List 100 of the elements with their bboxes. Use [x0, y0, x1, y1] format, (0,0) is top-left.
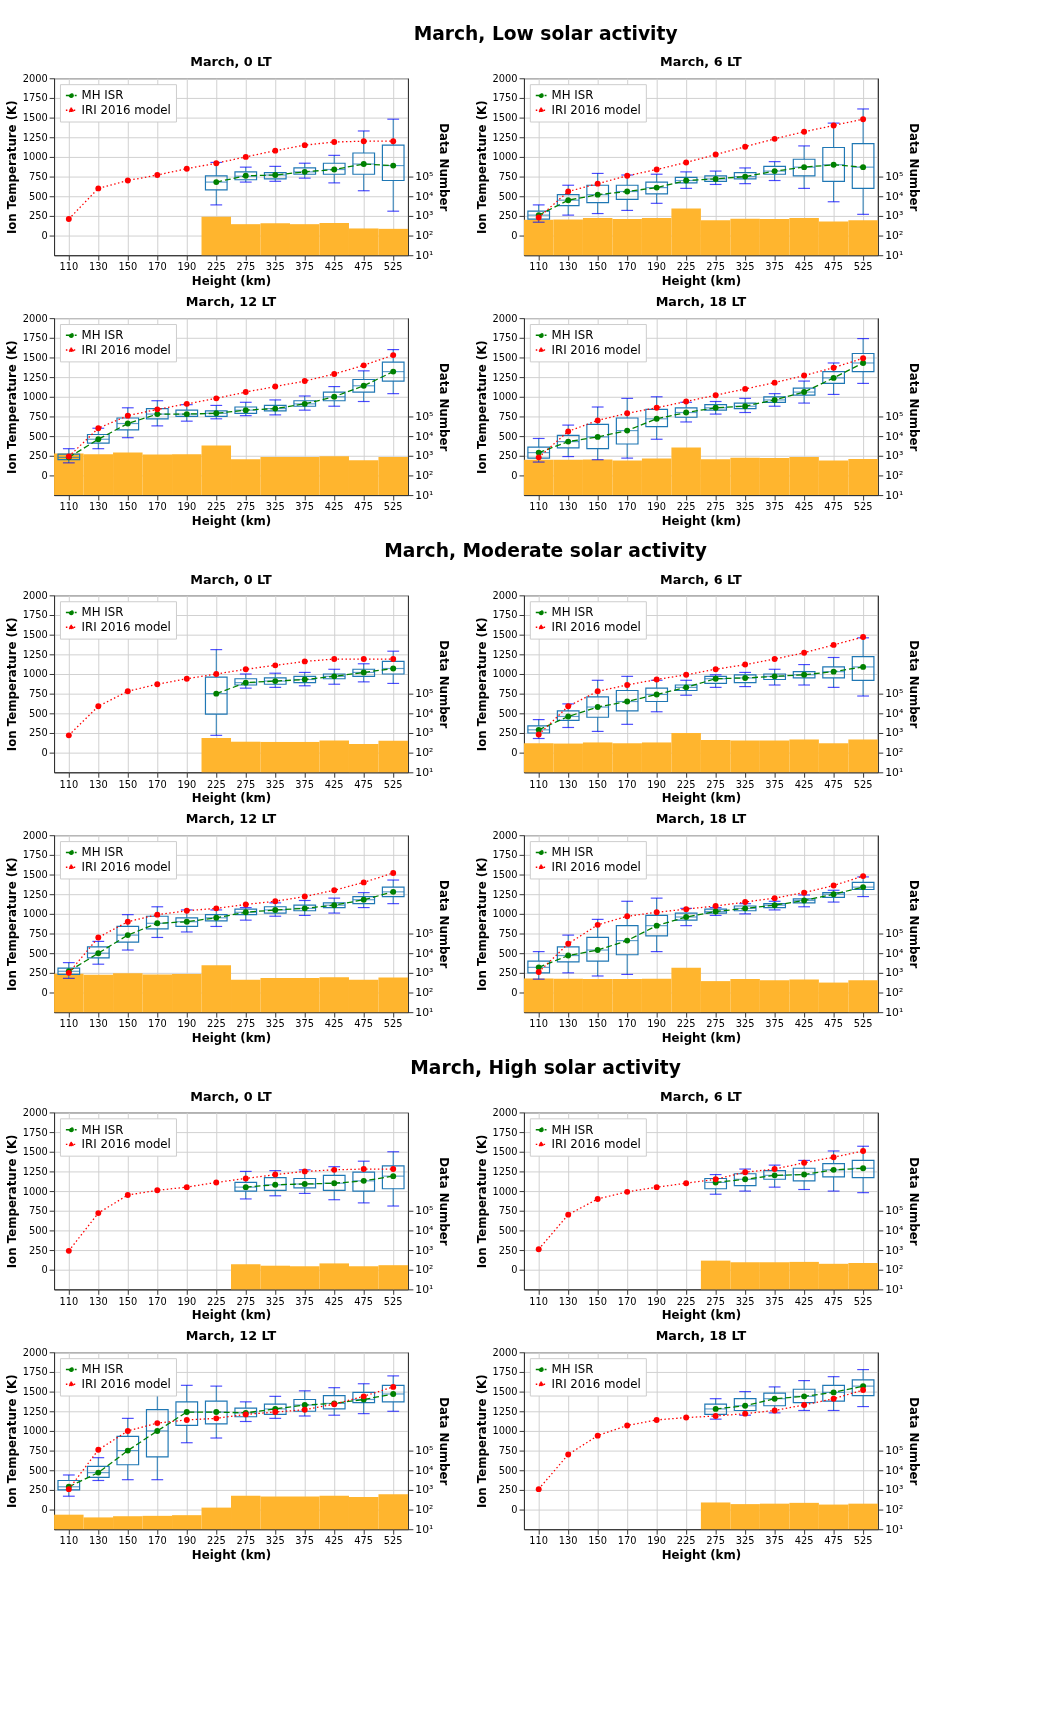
y-tick-label: 1750 [22, 1366, 48, 1378]
chart-title: March, 6 LT [660, 571, 742, 587]
x-tick-label: 425 [794, 778, 814, 790]
y2-tick-label: 10³ [415, 209, 434, 223]
y-tick-label: 2000 [492, 829, 518, 841]
y2-axis-title: Data Number [907, 1397, 922, 1486]
y2-tick-label: 10² [885, 985, 904, 999]
y-axis-title: Ion Temperature (K) [474, 857, 489, 992]
y2-tick-label: 10³ [885, 966, 904, 980]
x-tick-label: 110 [529, 1535, 549, 1547]
y-tick-label: 1000 [22, 908, 48, 920]
x-tick-label: 475 [354, 1018, 374, 1030]
y2-tick-label: 10² [415, 746, 434, 760]
x-tick-label: 425 [794, 501, 814, 513]
legend-label: MH ISR [81, 605, 124, 620]
chart-title: March, 0 LT [190, 571, 273, 587]
y2-tick-label: 10⁴ [415, 1223, 434, 1237]
x-tick-label: 425 [324, 778, 344, 790]
x-tick-label: 475 [354, 1535, 374, 1547]
text: March, Low solar activity [413, 22, 678, 44]
legend-label: IRI 2016 model [551, 1137, 641, 1152]
text: March, Moderate solar activity [384, 540, 707, 562]
x-tick-label: 130 [558, 261, 578, 273]
x-tick-label: 110 [59, 501, 79, 513]
x-tick-label: 130 [88, 1535, 108, 1547]
y2-tick-label: 10¹ [415, 488, 434, 502]
x-tick-label: 275 [236, 501, 256, 513]
y-axis-title: Ion Temperature (K) [4, 617, 19, 752]
y2-tick-label: 10⁵ [885, 1444, 904, 1458]
x-tick-label: 225 [676, 1018, 696, 1030]
x-tick-label: 475 [824, 1018, 843, 1030]
y2-tick-label: 10⁴ [885, 1223, 904, 1237]
text: March, High solar activity [410, 1057, 681, 1079]
x-tick-label: 425 [794, 1295, 814, 1307]
y2-axis-title: Data Number [437, 123, 452, 212]
legend-label: MH ISR [551, 88, 594, 103]
x-tick-label: 375 [295, 1535, 315, 1547]
x-tick-label: 170 [617, 1295, 637, 1307]
x-tick-label: 170 [617, 261, 637, 273]
x-axis-title: Height (km) [661, 791, 742, 806]
chart-title: March, 18 LT [655, 294, 747, 310]
y2-tick-label: 10¹ [415, 765, 434, 779]
x-tick-label: 525 [383, 1018, 403, 1030]
y2-tick-label: 10³ [885, 209, 904, 223]
x-tick-label: 170 [147, 1018, 167, 1030]
x-tick-label: 275 [706, 501, 726, 513]
x-tick-label: 275 [706, 1018, 726, 1030]
y-tick-label: 1000 [22, 151, 48, 163]
x-axis-title: Height (km) [661, 1548, 742, 1563]
y-tick-label: 500 [28, 947, 48, 959]
x-tick-label: 110 [59, 1535, 79, 1547]
y-tick-label: 1500 [22, 1146, 48, 1158]
x-tick-label: 130 [558, 1018, 578, 1030]
y-tick-label: 500 [28, 707, 48, 719]
y-tick-label: 750 [28, 1445, 48, 1457]
y2-tick-label: 10¹ [885, 488, 904, 502]
y-tick-label: 500 [498, 430, 518, 442]
y-tick-label: 750 [498, 688, 518, 700]
y2-tick-label: 10⁴ [415, 1463, 434, 1477]
y-tick-label: 250 [28, 450, 48, 462]
x-tick-label: 170 [147, 778, 167, 790]
x-tick-label: 190 [177, 1295, 197, 1307]
x-tick-label: 425 [324, 1535, 344, 1547]
chart-title: March, 18 LT [655, 1328, 747, 1344]
y2-tick-label: 10² [415, 1503, 434, 1517]
x-tick-label: 110 [529, 501, 549, 513]
x-tick-label: 525 [853, 1535, 873, 1547]
x-tick-label: 425 [794, 1535, 814, 1547]
x-tick-label: 110 [59, 1018, 79, 1030]
x-tick-label: 375 [765, 1295, 785, 1307]
legend-label: IRI 2016 model [551, 1377, 641, 1392]
x-tick-label: 525 [383, 778, 403, 790]
x-tick-label: 190 [647, 261, 667, 273]
y-tick-label: 2000 [22, 312, 48, 324]
y-tick-label: 1000 [22, 1185, 48, 1197]
y2-tick-label: 10⁵ [415, 1444, 434, 1458]
y-tick-label: 1500 [22, 868, 48, 880]
y-tick-label: 500 [28, 1224, 48, 1236]
y-tick-label: 1750 [22, 1126, 48, 1138]
x-tick-label: 325 [265, 501, 285, 513]
y-tick-label: 250 [28, 1244, 48, 1256]
y2-tick-label: 10⁴ [415, 946, 434, 960]
y2-tick-label: 10³ [415, 1483, 434, 1497]
y-tick-label: 0 [41, 986, 48, 998]
y2-tick-label: 10⁵ [415, 409, 434, 423]
y2-tick-label: 10³ [415, 449, 434, 463]
y-tick-label: 500 [498, 1224, 518, 1236]
y-tick-label: 1250 [22, 1165, 48, 1177]
y2-tick-label: 10² [885, 1503, 904, 1517]
y2-axis-title: Data Number [907, 640, 922, 729]
x-tick-label: 275 [706, 261, 726, 273]
legend-label: IRI 2016 model [81, 860, 171, 875]
y-tick-label: 1250 [492, 888, 518, 900]
y-tick-label: 750 [498, 927, 518, 939]
y2-tick-label: 10² [415, 985, 434, 999]
x-tick-label: 110 [529, 1018, 549, 1030]
x-tick-label: 170 [617, 501, 637, 513]
y-tick-label: 500 [498, 947, 518, 959]
y-tick-label: 1500 [22, 112, 48, 124]
x-tick-label: 150 [588, 501, 608, 513]
